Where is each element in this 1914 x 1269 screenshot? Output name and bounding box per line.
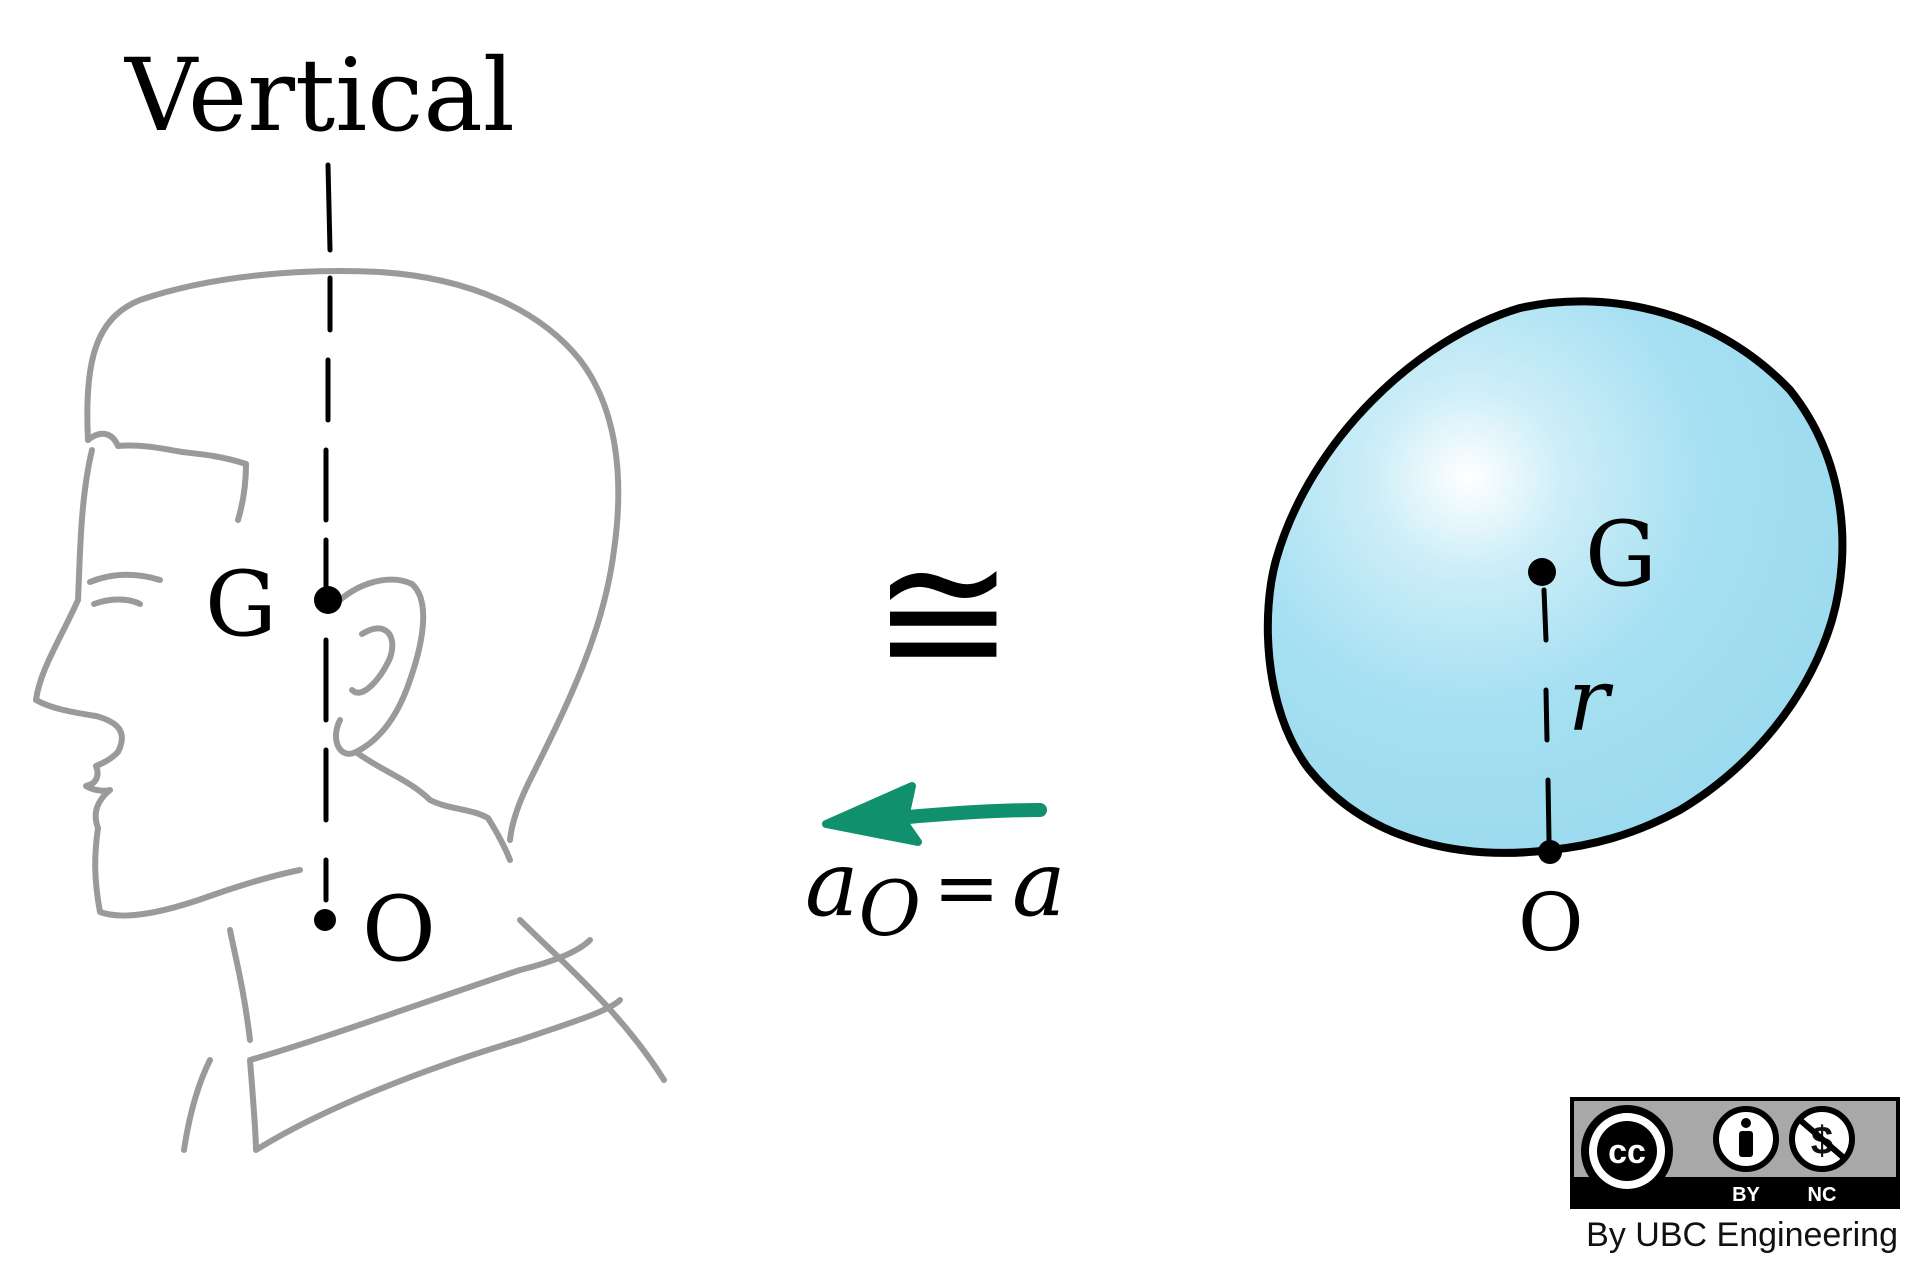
- sphere-r-label: r: [1568, 651, 1614, 751]
- sphere-g-label: G: [1585, 502, 1657, 607]
- license-badge: cc $ BY NC: [1570, 1097, 1900, 1209]
- head-profile-drawing: [33, 268, 667, 1153]
- head-g-label: G: [205, 552, 277, 657]
- accel-rhs: a: [1012, 832, 1066, 937]
- sphere-o-label: O: [1518, 876, 1584, 969]
- equivalence-symbol: ≅: [872, 515, 1014, 713]
- vertical-axis-line: [323, 162, 333, 903]
- cc-text: cc: [1608, 1133, 1646, 1171]
- vertical-label: Vertical: [124, 37, 515, 154]
- acceleration-arrow: [822, 782, 1047, 846]
- jaw-neck: [353, 749, 513, 863]
- neck-front: [181, 927, 253, 1153]
- head-point-g: [314, 586, 342, 614]
- by-label: BY: [1732, 1184, 1760, 1206]
- collar: [247, 917, 667, 1153]
- eye: [87, 571, 163, 607]
- sphere: [1263, 297, 1847, 857]
- attribution-person-icon: [1713, 1106, 1779, 1172]
- accel-subscript: O: [859, 864, 921, 953]
- head-point-o: [314, 909, 336, 931]
- nc-label: NC: [1808, 1184, 1837, 1206]
- head-o-label: O: [362, 877, 436, 982]
- accel-label: aO = a: [805, 832, 1066, 953]
- accel-equals: =: [933, 841, 1000, 934]
- face-profile: [33, 447, 303, 919]
- accel-symbol: a: [805, 832, 859, 937]
- creative-commons-icon: cc: [1581, 1105, 1673, 1197]
- hairline: [85, 430, 249, 523]
- sphere-radius-line: [1541, 587, 1552, 843]
- sphere-point-g: [1528, 558, 1556, 586]
- head-outline: [84, 268, 622, 843]
- noncommercial-dollar-icon: $: [1789, 1106, 1855, 1172]
- ear: [327, 576, 427, 757]
- sphere-point-o: [1538, 840, 1562, 864]
- credit-text: By UBC Engineering: [1586, 1216, 1898, 1254]
